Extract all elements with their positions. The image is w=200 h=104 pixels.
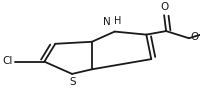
Text: S: S — [69, 77, 76, 87]
Text: N: N — [102, 17, 110, 27]
Text: O: O — [159, 2, 167, 12]
Text: H: H — [113, 16, 121, 26]
Text: O: O — [190, 32, 198, 42]
Text: Cl: Cl — [2, 56, 13, 66]
